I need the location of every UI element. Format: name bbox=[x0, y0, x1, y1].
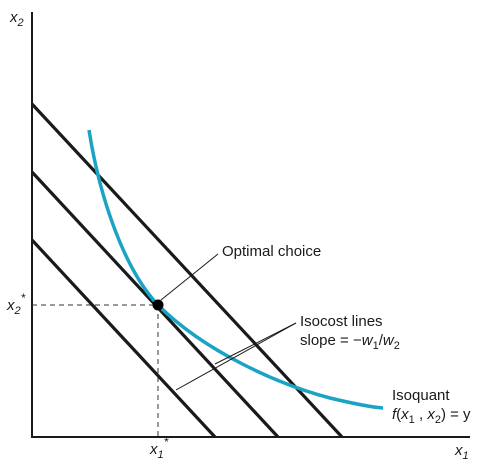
isocost-line-low bbox=[30, 238, 217, 439]
y-axis-label: x2 bbox=[9, 9, 24, 29]
isocost-line-high bbox=[30, 102, 344, 439]
isoquant-curve bbox=[87, 129, 384, 410]
isocost-leader-upper bbox=[214, 322, 297, 365]
optimal-leader bbox=[160, 253, 219, 301]
x1-star-label: x1* bbox=[149, 435, 169, 459]
isocost-leader-lower bbox=[175, 322, 297, 391]
optimal-choice-label: Optimal choice bbox=[222, 243, 321, 260]
optimal-point bbox=[152, 299, 164, 311]
isocost-lines-label: Isocost lines bbox=[300, 313, 383, 330]
x2-star-label: x2* bbox=[6, 291, 26, 317]
x-axis-label: x1 bbox=[454, 442, 469, 459]
isoquant-function-label: f(x1 , x2) = y bbox=[392, 406, 471, 426]
isoquant-label: Isoquant bbox=[392, 387, 450, 404]
isocost-slope-label: slope = −w1/w2 bbox=[300, 332, 400, 352]
